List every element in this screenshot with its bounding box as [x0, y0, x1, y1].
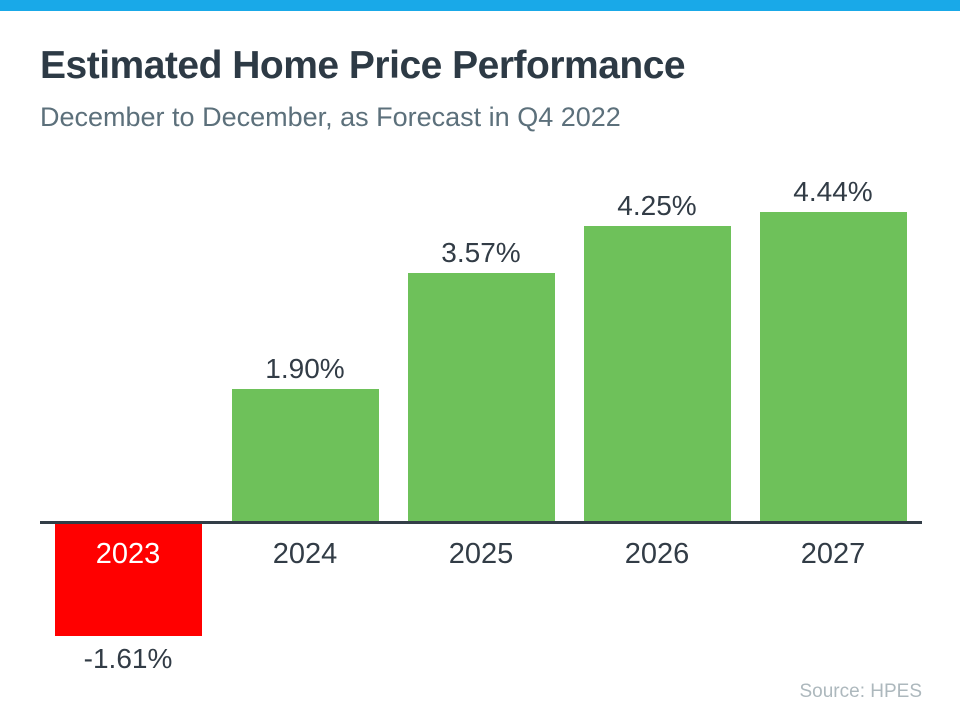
value-label-2027: 4.44%: [793, 176, 873, 207]
x-tick-label-2023: 2023: [95, 538, 161, 570]
value-label-2023: -1.61%: [83, 643, 173, 674]
bar-2024: [231, 389, 379, 521]
bar-2023: [54, 524, 202, 636]
value-label-2026: 4.25%: [617, 190, 697, 221]
top-accent-bar: [0, 0, 960, 11]
bar-2025: [407, 273, 555, 521]
x-tick-label-2026: 2026: [624, 538, 690, 570]
x-axis-line: [40, 521, 922, 524]
chart-title: Estimated Home Price Performance: [40, 44, 686, 87]
value-label-2025: 3.57%: [441, 237, 521, 268]
bar-2027: [759, 212, 907, 521]
x-tick-label-2024: 2024: [272, 538, 338, 570]
chart-subtitle: December to December, as Forecast in Q4 …: [40, 102, 621, 132]
x-tick-label-2027: 2027: [800, 538, 866, 570]
bar-2026: [583, 226, 731, 521]
x-tick-label-2025: 2025: [448, 538, 514, 570]
source-note: Source: HPES: [799, 681, 923, 702]
value-label-2024: 1.90%: [265, 353, 345, 384]
